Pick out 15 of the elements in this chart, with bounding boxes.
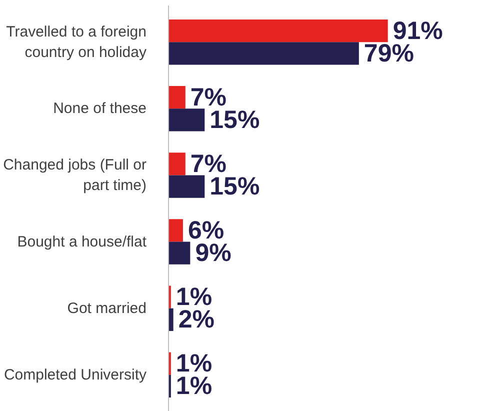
bar	[168, 242, 190, 264]
y-tick-label: Travelled to a foreign country on holiday	[6, 23, 147, 61]
bar	[168, 42, 359, 65]
y-tick-label: Changed jobs (Full or part time)	[3, 156, 147, 194]
y-tick-label: None of these	[53, 100, 147, 118]
y-tick-label: Completed University	[4, 366, 147, 384]
y-tick-label: Bought a house/flat	[17, 233, 148, 250]
bar	[168, 19, 388, 42]
bar	[168, 86, 186, 109]
bar	[168, 219, 183, 242]
bar	[168, 175, 205, 198]
y-tick-label: Got married	[67, 300, 147, 317]
bar	[168, 108, 205, 132]
bar	[168, 308, 174, 331]
bar	[168, 152, 186, 176]
